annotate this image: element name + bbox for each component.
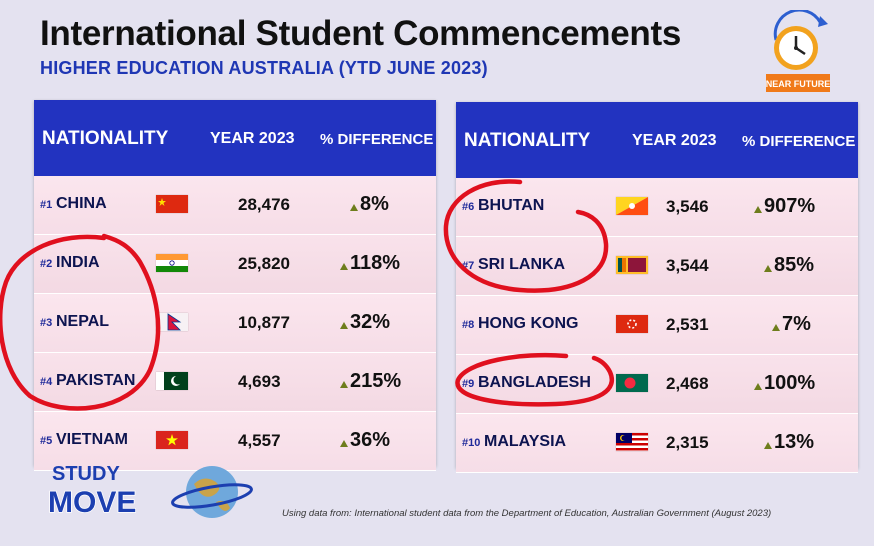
srilanka-flag-icon <box>616 256 648 274</box>
percent-difference: 85% <box>774 254 815 276</box>
table-row: #5 VIETNAM 4,557 36% <box>34 412 436 471</box>
year-2023-value: 4,693 <box>238 372 281 391</box>
year-2023-value: 28,476 <box>238 195 290 214</box>
percent-difference: 7% <box>782 313 811 335</box>
percent-difference: 8% <box>360 193 389 215</box>
rank-label: #2 <box>40 258 53 270</box>
table-row: #9 BANGLADESH 2,468 100% <box>456 355 858 414</box>
rank-label: #9 <box>462 378 475 390</box>
year-2023-value: 4,557 <box>238 431 281 450</box>
year-2023-value: 3,546 <box>666 197 709 216</box>
country-name: NEPAL <box>56 313 110 330</box>
up-triangle-icon <box>340 322 348 329</box>
percent-difference: 36% <box>350 429 391 451</box>
vietnam-flag-icon <box>156 431 188 449</box>
page-subtitle: HIGHER EDUCATION AUSTRALIA (YTD JUNE 202… <box>40 58 488 78</box>
col-diff: % DIFFERENCE <box>742 133 856 150</box>
table-row: #1 CHINA 28,476 8% <box>34 176 436 235</box>
year-2023-value: 25,820 <box>238 254 290 273</box>
col-diff: % DIFFERENCE <box>320 131 434 148</box>
country-name: BANGLADESH <box>478 374 591 391</box>
up-triangle-icon <box>772 324 780 331</box>
table-panel-right: NATIONALITY YEAR 2023 % DIFFERENCE #6 BHU… <box>456 102 858 473</box>
table-row: #10 MALAYSIA 2,315 13% <box>456 414 858 473</box>
percent-difference: 13% <box>774 431 815 453</box>
rank-label: #1 <box>40 199 53 211</box>
percent-difference: 32% <box>350 311 391 333</box>
malaysia-flag-icon <box>616 433 648 451</box>
rank-label: #7 <box>462 260 475 272</box>
bangladesh-flag-icon <box>616 374 648 392</box>
table-row: #6 BHUTAN 3,546 907% <box>456 178 858 237</box>
year-2023-value: 2,315 <box>666 433 709 452</box>
year-2023-value: 10,877 <box>238 313 290 332</box>
table-row: #2 INDIA 25,820 118% <box>34 235 436 294</box>
percent-difference: 118% <box>350 252 401 274</box>
table-row: #8 HONG KONG 2,531 7% <box>456 296 858 355</box>
col-nationality: NATIONALITY <box>42 128 169 149</box>
col-nationality: NATIONALITY <box>464 130 591 151</box>
source-note: Using data from: International student d… <box>282 508 772 519</box>
rank-label: #6 <box>462 201 475 213</box>
year-2023-value: 3,544 <box>666 256 709 275</box>
country-name: HONG KONG <box>478 315 579 332</box>
rank-label: #8 <box>462 319 475 331</box>
up-triangle-icon <box>764 442 772 449</box>
country-name: BHUTAN <box>478 197 545 214</box>
hongkong-flag-icon <box>616 315 648 333</box>
country-name: SRI LANKA <box>478 256 566 273</box>
percent-difference: 907% <box>764 195 816 217</box>
up-triangle-icon <box>340 381 348 388</box>
table-row: #7 SRI LANKA 3,544 85% <box>456 237 858 296</box>
china-flag-icon <box>156 195 188 213</box>
up-triangle-icon <box>340 440 348 447</box>
col-year: YEAR 2023 <box>210 130 295 147</box>
col-year: YEAR 2023 <box>632 132 717 149</box>
near-future-text: NEAR FUTURE <box>766 79 831 89</box>
percent-difference: 100% <box>764 372 816 394</box>
country-name: INDIA <box>56 254 100 271</box>
table-body-right: #6 BHUTAN 3,546 907% #7 SRI LANKA 3,544 85% #8 HO… <box>456 178 858 473</box>
table-row: #4 PAKISTAN 4,693 215% <box>34 353 436 412</box>
rank-label: #10 <box>462 437 481 449</box>
rank-label: #4 <box>40 376 53 388</box>
country-name: VIETNAM <box>56 431 128 448</box>
nepal-flag-icon <box>156 313 188 331</box>
rank-label: #3 <box>40 317 53 329</box>
year-2023-value: 2,531 <box>666 315 709 334</box>
pakistan-flag-icon <box>156 372 188 390</box>
up-triangle-icon <box>350 204 358 211</box>
up-triangle-icon <box>754 383 762 390</box>
up-triangle-icon <box>754 206 762 213</box>
table-header-right: NATIONALITY YEAR 2023 % DIFFERENCE <box>456 102 858 178</box>
percent-difference: 215% <box>350 370 402 392</box>
page-title: International Student Commencements <box>40 14 681 53</box>
country-name: CHINA <box>56 195 107 212</box>
near-future-logo: NEAR FUTURE <box>766 10 831 92</box>
table-header-left: NATIONALITY YEAR 2023 % DIFFERENCE <box>34 100 436 176</box>
country-name: MALAYSIA <box>484 433 567 450</box>
year-2023-value: 2,468 <box>666 374 709 393</box>
country-name: PAKISTAN <box>56 372 136 389</box>
table-panel-left: NATIONALITY YEAR 2023 % DIFFERENCE #1 CHI… <box>34 100 436 471</box>
bhutan-flag-icon <box>616 197 648 215</box>
up-triangle-icon <box>764 265 772 272</box>
study-move-logo: STUDY MOVE <box>47 463 253 520</box>
brand-study: STUDY <box>52 463 120 485</box>
up-triangle-icon <box>340 263 348 270</box>
table-row: #3 NEPAL 10,877 32% <box>34 294 436 353</box>
rank-label: #5 <box>40 435 53 447</box>
brand-move: MOVE <box>48 486 136 519</box>
table-body-left: #1 CHINA 28,476 8% #2 INDIA 25,820 118% #3 NEPAL 1… <box>34 176 436 471</box>
india-flag-icon <box>156 254 188 272</box>
